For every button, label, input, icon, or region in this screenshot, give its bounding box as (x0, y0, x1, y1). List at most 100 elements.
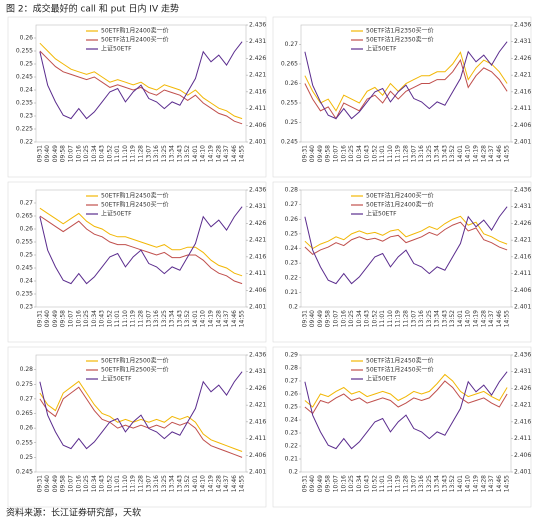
x-tick-label: 10:07 (333, 310, 340, 327)
x-tick-label: 14:01 (457, 145, 464, 162)
x-tick-label: 10:07 (333, 475, 340, 492)
x-tick-label: 13:52 (184, 475, 191, 492)
y2-tick-label: 2.416 (514, 88, 531, 95)
x-tick-label: 13:16 (153, 310, 160, 327)
x-tick-label: 13:34 (169, 475, 176, 492)
y2-tick-label: 2.406 (249, 122, 266, 129)
x-tick-label: 10:25 (83, 145, 90, 162)
x-tick-label: 09:58 (325, 475, 332, 492)
source-note: 资料来源：长江证券研究部，天软 (6, 507, 141, 519)
y-tick-label: 0.23 (20, 304, 34, 311)
legend-label: 50ETF购1月2500卖一价 (101, 357, 169, 365)
x-tick-label: 13:43 (441, 310, 448, 327)
y2-tick-label: 2.401 (514, 139, 531, 146)
x-tick-label: 09:40 (44, 475, 51, 492)
x-tick-label: 10:34 (91, 310, 98, 327)
x-tick-label: 11:01 (379, 310, 386, 327)
y2-tick-label: 2.431 (514, 38, 531, 45)
plot-area (35, 189, 247, 308)
y2-tick-label: 2.421 (514, 402, 531, 409)
x-tick-label: 14:46 (231, 475, 238, 492)
y2-tick-label: 2.421 (514, 72, 531, 79)
x-tick-label: 11:10 (122, 310, 129, 327)
x-tick-label: 09:31 (301, 310, 308, 327)
x-tick-label: 11:19 (395, 310, 402, 327)
series-line (39, 386, 243, 458)
legend-label: 上证50ETF (101, 45, 132, 53)
y2-tick-label: 2.401 (249, 139, 266, 146)
y-tick-label: 0.275 (16, 381, 33, 388)
y-tick-label: 0.22 (285, 274, 299, 281)
x-tick-label: 10:52 (371, 145, 378, 162)
x-tick-label: 09:49 (52, 145, 59, 162)
y-tick-label: 0.26 (20, 35, 34, 42)
y2-tick-label: 2.411 (514, 270, 531, 277)
x-tick-label: 10:07 (68, 310, 75, 327)
y2-tick-label: 2.436 (514, 187, 531, 194)
x-tick-label: 09:31 (36, 145, 43, 162)
y-tick-label: 0.255 (16, 48, 33, 55)
x-tick-label: 13:16 (418, 145, 425, 162)
x-tick-label: 10:34 (356, 145, 363, 162)
x-tick-label: 13:43 (176, 310, 183, 327)
y2-tick-label: 2.426 (514, 385, 531, 392)
x-tick-label: 10:34 (356, 310, 363, 327)
y2-tick-label: 2.436 (249, 22, 266, 29)
y2-tick-label: 2.401 (514, 469, 531, 476)
y2-tick-label: 2.411 (249, 435, 266, 442)
x-tick-label: 13:25 (161, 310, 168, 327)
series-line (39, 371, 243, 450)
legend-label: 上证50ETF (366, 375, 397, 383)
y-tick-label: 0.25 (285, 404, 299, 411)
y-tick-label: 0.2 (288, 304, 298, 311)
x-tick-label: 11:28 (138, 145, 145, 162)
x-tick-label: 13:34 (169, 145, 176, 162)
x-tick-label: 09:49 (52, 310, 59, 327)
y2-tick-label: 2.406 (249, 452, 266, 459)
y-tick-label: 0.23 (285, 260, 299, 267)
x-tick-label: 10:52 (106, 145, 113, 162)
x-tick-label: 14:55 (239, 145, 246, 162)
y-tick-label: 0.22 (285, 443, 299, 450)
legend-label: 50ETF沽1月2350卖一价 (366, 36, 434, 44)
x-tick-label: 13:16 (418, 310, 425, 327)
y2-tick-label: 2.416 (249, 88, 266, 95)
series-line (304, 51, 508, 112)
y2-tick-label: 2.406 (514, 287, 531, 294)
x-tick-label: 14:37 (223, 475, 230, 492)
y2-tick-label: 2.406 (249, 287, 266, 294)
y-tick-label: 0.24 (285, 245, 299, 252)
y2-tick-label: 2.416 (249, 418, 266, 425)
y-tick-label: 0.265 (281, 61, 298, 68)
series-line (304, 41, 508, 120)
x-tick-label: 10:34 (91, 145, 98, 162)
x-tick-label: 13:43 (441, 145, 448, 162)
y2-tick-label: 2.406 (514, 452, 531, 459)
x-tick-label: 11:01 (379, 145, 386, 162)
x-tick-label: 14:55 (504, 145, 511, 162)
x-tick-label: 11:10 (387, 145, 394, 162)
x-tick-label: 11:01 (379, 475, 386, 492)
x-tick-label: 14:28 (215, 310, 222, 327)
y-tick-label: 0.265 (16, 410, 33, 417)
x-tick-label: 11:19 (395, 145, 402, 162)
y2-tick-label: 2.431 (249, 203, 266, 210)
x-tick-label: 14:19 (473, 145, 480, 162)
x-tick-label: 14:37 (488, 475, 495, 492)
y-tick-label: 0.245 (16, 265, 33, 272)
x-tick-label: 13:34 (169, 310, 176, 327)
x-tick-label: 14:10 (200, 475, 207, 492)
series-line (39, 50, 243, 125)
series-line (304, 206, 508, 285)
x-tick-label: 11:10 (387, 475, 394, 492)
x-tick-label: 13:16 (153, 475, 160, 492)
x-tick-label: 13:25 (426, 310, 433, 327)
x-tick-label: 14:19 (208, 475, 215, 492)
series-line (39, 380, 243, 452)
y-tick-label: 0.22 (20, 139, 34, 146)
y-tick-label: 0.26 (20, 226, 34, 233)
x-tick-label: 10:16 (340, 475, 347, 492)
y-tick-label: 0.235 (16, 100, 33, 107)
x-tick-label: 10:25 (348, 310, 355, 327)
x-tick-label: 09:58 (60, 310, 67, 327)
